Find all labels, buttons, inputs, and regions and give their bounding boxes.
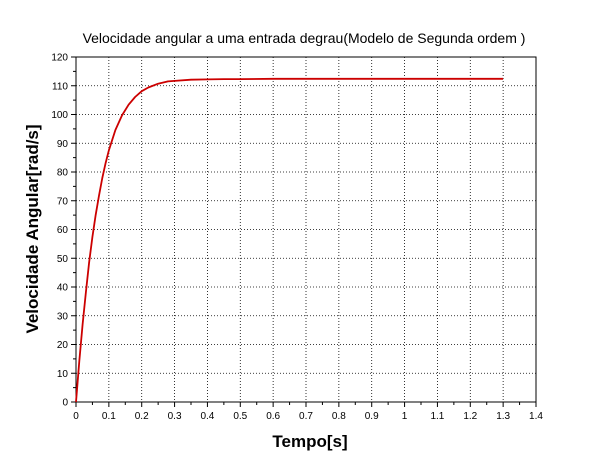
x-tick-label: 0.4 (200, 411, 214, 422)
x-tick-label: 0.8 (332, 411, 346, 422)
axes (71, 56, 537, 407)
y-tick-label: 70 (57, 196, 69, 207)
x-tick-label: 0.3 (168, 411, 182, 422)
y-tick-label: 100 (51, 110, 68, 121)
y-tick-label: 10 (57, 369, 69, 380)
x-tick-label: 0 (73, 411, 79, 422)
x-tick-label: 1.2 (463, 411, 477, 422)
plot-frame (75, 56, 537, 403)
chart-title: Velocidade angular a uma entrada degrau(… (83, 30, 526, 46)
x-tick-label: 1.4 (529, 411, 543, 422)
series (75, 77, 504, 403)
y-tick-label: 90 (57, 139, 69, 150)
x-tick-label: 1 (402, 411, 408, 422)
x-tick-label: 0.5 (233, 411, 247, 422)
y-tick-label: 0 (62, 398, 68, 409)
y-tick-label: 40 (57, 283, 69, 294)
y-tick-label: 30 (57, 311, 69, 322)
grid (76, 57, 536, 402)
x-tick-label: 1.3 (496, 411, 510, 422)
x-tick-label: 0.9 (365, 411, 379, 422)
y-tick-label: 80 (57, 168, 69, 179)
y-tick-label: 60 (57, 225, 69, 236)
y-tick-label: 120 (51, 53, 68, 64)
x-axis-label: Tempo[s] (272, 432, 347, 451)
series-line (75, 77, 504, 403)
x-tick-label: 0.1 (102, 411, 116, 422)
x-tick-label: 0.6 (266, 411, 280, 422)
x-tick-label: 1.1 (430, 411, 444, 422)
y-tick-label: 50 (57, 254, 69, 265)
tick-labels: 0 0.1 0.2 0.3 0.4 0.5 0.6 0.7 0.8 0.9 1 1.1 1.2 1.3 1.… (51, 53, 543, 423)
x-tick-label: 0.2 (135, 411, 149, 422)
y-tick-label: 20 (57, 340, 69, 351)
x-tick-label: 0.7 (299, 411, 313, 422)
y-tick-label: 110 (52, 81, 68, 92)
y-axis-label: Velocidade Angular[rad/s] (23, 124, 42, 333)
